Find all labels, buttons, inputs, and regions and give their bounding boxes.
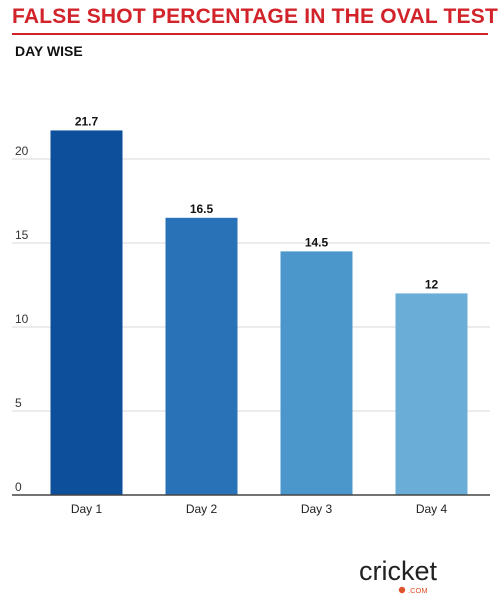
x-tick-label: Day 4 — [416, 502, 448, 516]
data-label: 14.5 — [305, 235, 329, 249]
title-divider — [12, 33, 488, 35]
cricket-logo: cricket .COM — [359, 556, 438, 595]
logo-suffix: .COM — [408, 586, 428, 595]
data-label: 16.5 — [190, 202, 214, 216]
y-tick-label: 15 — [15, 228, 29, 242]
x-tick-label: Day 1 — [71, 502, 103, 516]
y-tick-label: 5 — [15, 396, 22, 410]
y-tick-label: 20 — [15, 144, 29, 158]
bar — [50, 130, 123, 495]
logo-dot-icon — [398, 586, 406, 594]
y-tick-label: 10 — [15, 312, 29, 326]
logo-wordmark: cricket — [359, 556, 438, 586]
data-label: 21.7 — [75, 114, 99, 128]
y-tick-label: 0 — [15, 480, 22, 494]
bar — [280, 251, 353, 495]
x-tick-label: Day 3 — [301, 502, 333, 516]
data-label: 12 — [425, 277, 439, 291]
chart-subtitle: DAY WISE — [15, 43, 83, 59]
bar — [395, 293, 468, 495]
x-tick-label: Day 2 — [186, 502, 218, 516]
chart-title: FALSE SHOT PERCENTAGE IN THE OVAL TEST — [12, 5, 498, 28]
bar — [165, 217, 238, 496]
